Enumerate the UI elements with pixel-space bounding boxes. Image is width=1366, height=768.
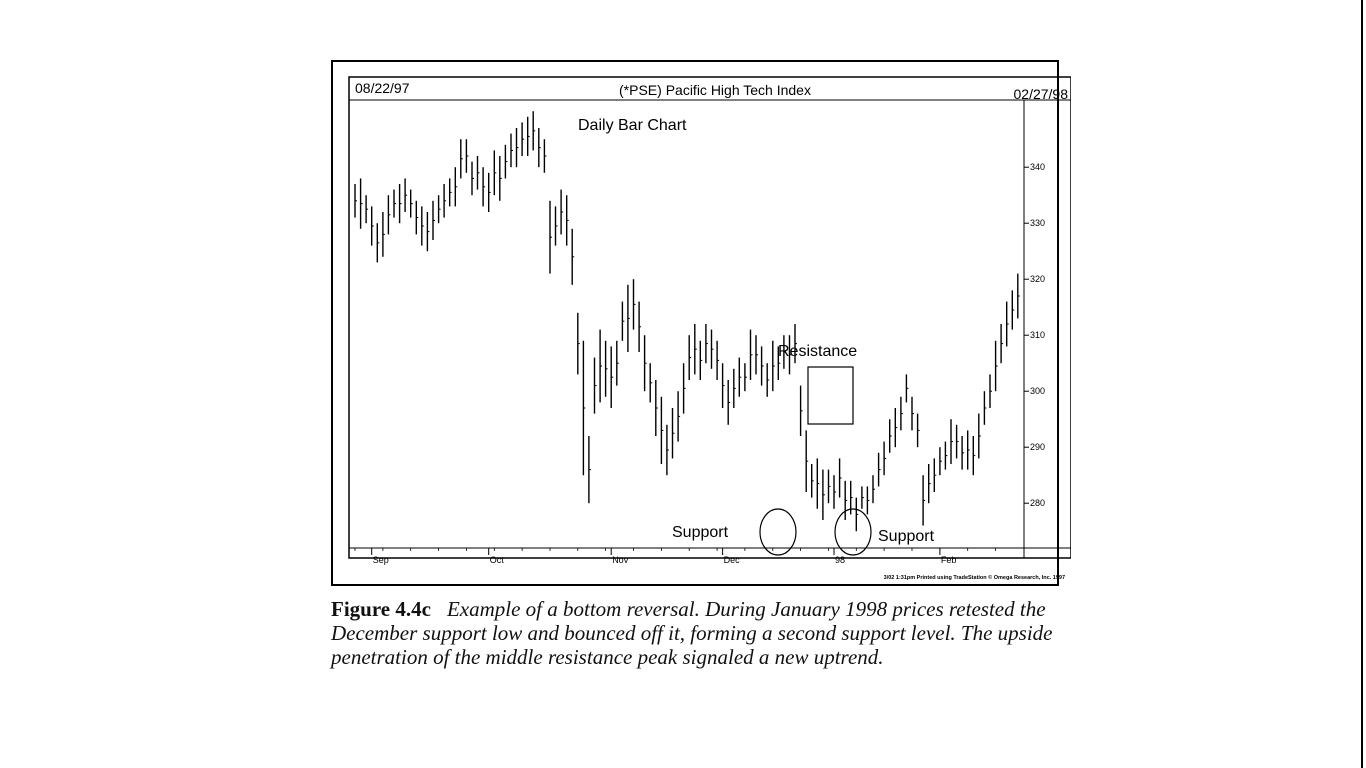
x-tick-label: Dec bbox=[724, 555, 741, 565]
chart-title: (*PSE) Pacific High Tech Index bbox=[619, 82, 811, 98]
start-date: 08/22/97 bbox=[355, 80, 410, 96]
price-bars bbox=[354, 111, 1020, 532]
x-tick-label: Sep bbox=[373, 555, 389, 565]
x-axis-ticks: Sep Oct Nov Dec 98 Feb bbox=[354, 548, 996, 565]
y-axis-ticks: 340 330 320 310 300 290 280 bbox=[1024, 162, 1045, 508]
y-tick-label: 310 bbox=[1030, 330, 1045, 340]
resistance-box bbox=[807, 366, 854, 425]
support-ellipse-2 bbox=[834, 508, 872, 556]
resistance-label: Resistance bbox=[778, 343, 857, 360]
footer-note: 3/02 1:31pm Printed using TradeStation ©… bbox=[884, 574, 1065, 581]
support-ellipse-1 bbox=[759, 508, 797, 556]
y-tick-label: 300 bbox=[1030, 386, 1045, 396]
figure-label: Figure 4.4c bbox=[331, 597, 431, 621]
figure-caption: Figure 4.4c Example of a bottom reversal.… bbox=[331, 597, 1071, 669]
end-date: 02/27/98 bbox=[1014, 86, 1069, 102]
chart-outer-frame bbox=[331, 60, 1059, 586]
y-tick-label: 290 bbox=[1030, 442, 1045, 452]
x-tick-label: Oct bbox=[490, 555, 505, 565]
support-label-2: Support bbox=[878, 528, 935, 545]
x-tick-label: 98 bbox=[835, 555, 845, 565]
x-tick-label: Feb bbox=[941, 555, 957, 565]
price-chart: 08/22/97 (*PSE) Pacific High Tech Index … bbox=[348, 76, 1071, 581]
x-tick-label: Nov bbox=[612, 555, 629, 565]
plot-frame bbox=[348, 76, 1071, 559]
caption-text: Example of a bottom reversal. During Jan… bbox=[331, 597, 1053, 669]
scan-edge-line bbox=[1361, 0, 1363, 768]
y-tick-label: 340 bbox=[1030, 162, 1045, 172]
support-label-1: Support bbox=[672, 524, 729, 541]
y-tick-label: 330 bbox=[1030, 218, 1045, 228]
y-tick-label: 280 bbox=[1030, 498, 1045, 508]
y-tick-label: 320 bbox=[1030, 274, 1045, 284]
chart-subtitle: Daily Bar Chart bbox=[578, 117, 687, 134]
